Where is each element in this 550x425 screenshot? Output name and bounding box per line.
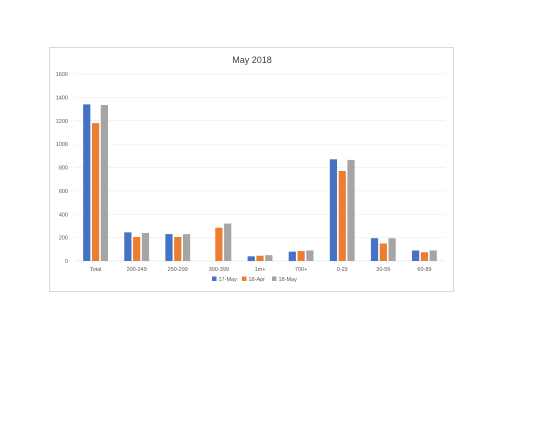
legend-swatch — [212, 276, 217, 281]
legend-label: 18-May — [279, 277, 298, 283]
bar-18-May-60-89 — [429, 250, 437, 261]
legend-swatch — [242, 276, 247, 281]
bar-18-May-1m+ — [265, 255, 273, 261]
bar-18-Apr-0-29 — [338, 171, 346, 261]
x-tick-label: 30-59 — [376, 267, 390, 273]
y-tick-label: 200 — [59, 236, 68, 242]
x-tick-label: Total — [90, 267, 102, 273]
y-tick-label: 0 — [65, 259, 68, 265]
x-tick-label: 700+ — [295, 267, 307, 273]
x-tick-label: 1m+ — [255, 267, 266, 273]
chart-frame: May 2018 0 200 400 600 800 1000 1200 1400 1600 T… — [49, 47, 454, 292]
bar-18-May-Total — [100, 104, 108, 261]
y-tick-label: 1600 — [56, 72, 68, 78]
bar-18-Apr-300-399 — [215, 227, 223, 261]
bar-17-May-250-299 — [165, 234, 173, 261]
bar-18-May-30-59 — [388, 238, 396, 261]
bar-18-Apr-700+ — [297, 251, 305, 261]
x-axis-ticks: Total 200-249 250-299 300-399 1m+ 700+ 0-29 30-… — [90, 267, 432, 273]
y-tick-label: 1200 — [56, 119, 68, 125]
legend-label: 17-May — [219, 277, 238, 283]
bar-chart: May 2018 0 200 400 600 800 1000 1200 1400 1600 T… — [56, 55, 445, 283]
bar-18-Apr-Total — [91, 123, 100, 262]
y-tick-label: 600 — [59, 189, 68, 195]
bar-17-May-0-29 — [329, 159, 338, 261]
x-tick-label: 300-399 — [209, 267, 229, 273]
bar-17-May-60-89 — [412, 250, 420, 261]
bar-18-May-200-249 — [141, 232, 150, 261]
y-axis-ticks: 0 200 400 600 800 1000 1200 1400 1600 — [56, 72, 68, 265]
bar-17-May-200-249 — [124, 232, 132, 261]
bar-18-Apr-1m+ — [256, 255, 264, 261]
x-tick-label: 0-29 — [337, 267, 348, 273]
y-tick-label: 1400 — [56, 95, 68, 101]
bar-18-May-250-299 — [182, 234, 191, 261]
y-tick-label: 1000 — [56, 142, 68, 148]
bar-18-Apr-60-89 — [420, 252, 429, 261]
bar-17-May-30-59 — [370, 238, 379, 261]
y-tick-label: 800 — [59, 166, 68, 172]
legend-swatch — [272, 276, 277, 281]
x-tick-label: 200-249 — [127, 267, 147, 273]
bar-18-Apr-250-299 — [174, 237, 182, 261]
legend: 17-May 18-Apr 18-May — [212, 276, 298, 283]
bar-18-May-300-399 — [224, 223, 232, 261]
bar-17-May-Total — [83, 104, 91, 261]
chart-title: May 2018 — [232, 55, 272, 65]
bars — [83, 104, 437, 262]
x-tick-label: 60-89 — [417, 267, 431, 273]
legend-label: 18-Apr — [249, 277, 266, 283]
x-tick-label: 250-299 — [168, 267, 188, 273]
bar-18-May-0-29 — [347, 159, 355, 261]
bar-18-May-700+ — [306, 250, 314, 261]
bar-18-Apr-200-249 — [133, 237, 141, 261]
bar-17-May-1m+ — [247, 256, 255, 261]
bar-18-Apr-30-59 — [379, 243, 387, 261]
bar-17-May-700+ — [288, 251, 296, 261]
y-tick-label: 400 — [59, 212, 68, 218]
